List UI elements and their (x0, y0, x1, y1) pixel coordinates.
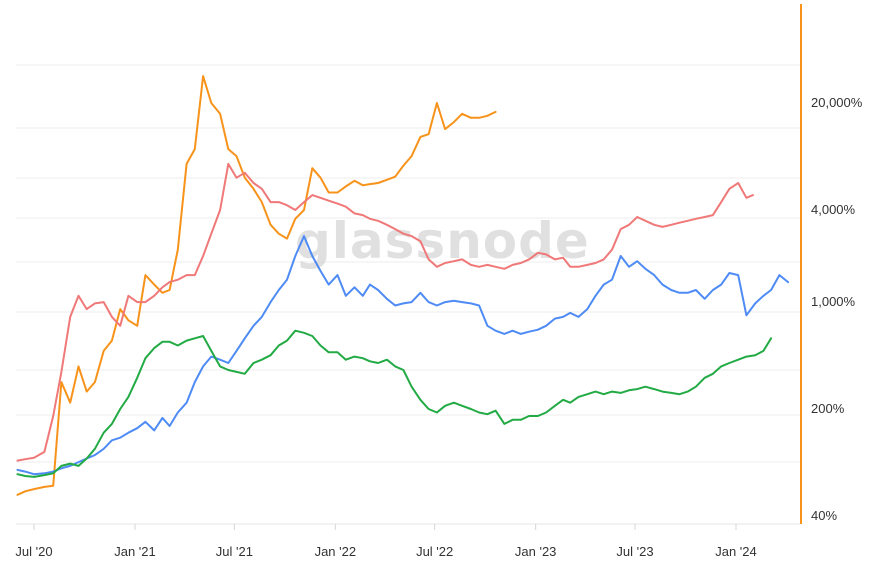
y-tick-label: 4,000% (811, 202, 856, 217)
series-line-3 (16, 235, 790, 476)
x-tick-label: Jan '23 (515, 544, 557, 559)
x-tick-label: Jan '24 (715, 544, 757, 559)
x-tick-label: Jan '21 (114, 544, 156, 559)
x-tick-label: Jul '21 (216, 544, 253, 559)
x-tick-label: Jul '20 (15, 544, 52, 559)
grid-lines (16, 64, 800, 463)
y-tick-label: 200% (811, 401, 845, 416)
series-line-4 (16, 329, 773, 478)
x-tick-label: Jul '23 (616, 544, 653, 559)
series-lines (16, 75, 790, 496)
series-line-2 (16, 162, 754, 462)
x-axis-ticks: Jul '20 Jan '21 Jul '21 Jan '22 Jul '22 Jan '… (15, 524, 757, 559)
x-tick-label: Jul '22 (416, 544, 453, 559)
y-tick-label: 20,000% (811, 95, 863, 110)
series-line-1 (16, 75, 497, 496)
y-tick-label: 40% (811, 508, 837, 523)
watermark-text: glassnode (295, 212, 590, 270)
y-axis-ticks: 40% 200% 1,000% 4,000% 20,000% (811, 95, 863, 523)
x-tick-label: Jan '22 (315, 544, 357, 559)
y-tick-label: 1,000% (811, 294, 856, 309)
